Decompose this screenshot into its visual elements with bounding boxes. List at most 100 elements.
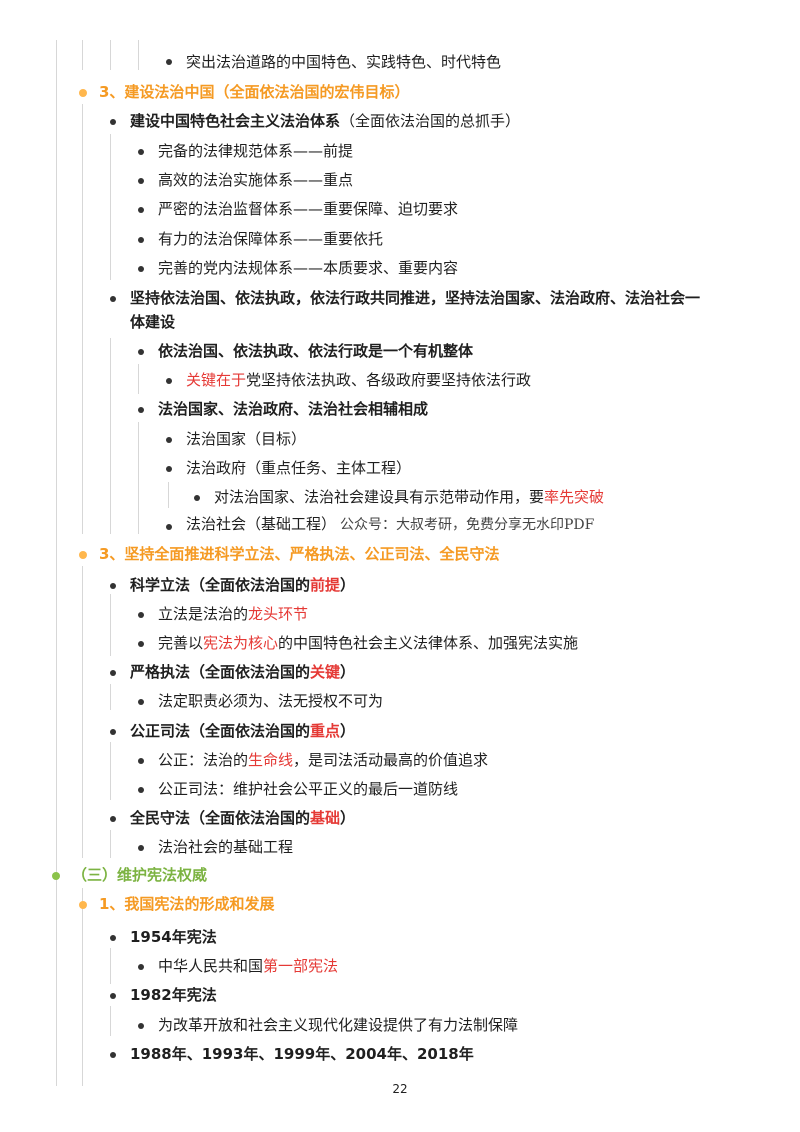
guide-line-l1	[82, 104, 83, 534]
text-segment: 宪法为核心	[203, 634, 279, 652]
outline-item: 有力的法治保障体系——重要依托	[158, 229, 383, 249]
bullet-dot	[138, 237, 144, 243]
outline-item: 高效的法治实施体系——重点	[158, 170, 353, 190]
bullet-dot	[166, 437, 172, 443]
text-segment: 1988年、1993年、1999年、2004年、2018年	[130, 1045, 474, 1063]
outline-item: 中华人民共和国第一部宪法	[158, 956, 338, 976]
guide-line-l2	[110, 948, 111, 984]
outline-item-heading: 3、坚持全面推进科学立法、严格执法、公正司法、全民守法	[99, 544, 499, 564]
outline-item: 建设中国特色社会主义法治体系（全面依法治国的总抓手）	[130, 111, 520, 131]
text-segment: 体建设	[130, 313, 176, 331]
text-segment: 坚持依法治国、依法执政，依法行政共同推进，坚持法治国家、法治政府、法治社会一	[130, 289, 701, 307]
outline-item: 为改革开放和社会主义现代化建设提供了有力法制保障	[158, 1015, 518, 1035]
text-segment: 公正：法治的	[158, 751, 249, 769]
watermark-text: 公众号：大叔考研，免费分享无水印PDF	[340, 517, 595, 533]
outline-item: 严格执法（全面依法治国的关键）	[130, 662, 355, 682]
outline-item: 关键在于党坚持依法执政、各级政府要坚持依法行政	[186, 370, 531, 390]
text-segment: 第一部宪法	[263, 957, 339, 975]
text-segment: 科学立法（全面依法治国的	[130, 576, 311, 594]
guide-line-l2	[110, 1006, 111, 1036]
text-segment: 法治社会（基础工程）	[186, 515, 337, 533]
guide-line-l1	[82, 888, 83, 1086]
guide-line-l3	[138, 422, 139, 534]
outline-item: 严密的法治监督体系——重要保障、迫切要求	[158, 199, 458, 219]
bullet-dot-green	[52, 872, 60, 880]
outline-item: 完备的法律规范体系——前提	[158, 141, 353, 161]
guide-line-l4	[168, 482, 169, 508]
text-segment: 法治政府（重点任务、主体工程）	[186, 459, 412, 477]
text-segment: 为改革开放和社会主义现代化建设提供了有力法制保障	[158, 1016, 519, 1034]
text-segment: 完善以	[158, 634, 204, 652]
text-segment: 率先突破	[544, 488, 605, 506]
bullet-dot	[138, 612, 144, 618]
outline-item: 突出法治道路的中国特色、实践特色、时代特色	[186, 52, 501, 72]
text-segment: 高效的法治实施体系——重点	[158, 171, 354, 189]
text-segment: 1、我国宪法的形成和发展	[99, 895, 275, 913]
outline-item: 法治政府（重点任务、主体工程）	[186, 458, 411, 478]
guide-line-l1	[82, 566, 83, 858]
bullet-dot	[166, 59, 172, 65]
text-segment: 龙头环节	[248, 605, 309, 623]
guide-line-l2	[110, 830, 111, 858]
bullet-dot	[138, 758, 144, 764]
text-segment: 法治社会的基础工程	[158, 838, 294, 856]
bullet-dot	[138, 149, 144, 155]
outline-item: 全民守法（全面依法治国的基础）	[130, 808, 355, 828]
text-segment: 建设中国特色社会主义法治体系	[130, 112, 341, 130]
text-segment: 3、坚持全面推进科学立法、严格执法、公正司法、全民守法	[99, 545, 500, 563]
outline-item: 法治社会的基础工程	[158, 837, 293, 857]
bullet-dot	[166, 524, 172, 530]
text-segment: 3、建设法治中国（全面依法治国的宏伟目标）	[99, 83, 410, 101]
text-segment: 严格执法（全面依法治国的	[130, 663, 311, 681]
bullet-dot	[110, 1052, 116, 1058]
page-number: 22	[392, 1082, 408, 1096]
bullet-dot	[110, 296, 116, 302]
guide-line-l1	[82, 40, 83, 70]
text-segment: 关键在于	[186, 371, 247, 389]
bullet-dot	[138, 641, 144, 647]
outline-item: 完善以宪法为核心的中国特色社会主义法律体系、加强宪法实施	[158, 633, 578, 653]
text-segment: 依法治国、依法执政、依法行政是一个有机整体	[158, 342, 474, 360]
bullet-dot	[138, 1023, 144, 1029]
text-segment: 1982年宪法	[130, 986, 217, 1004]
guide-line-l2	[110, 338, 111, 534]
text-segment: 中华人民共和国	[158, 957, 264, 975]
bullet-dot	[138, 266, 144, 272]
guide-line-l2	[110, 742, 111, 800]
text-segment: 法治国家、法治政府、法治社会相辅相成	[158, 400, 429, 418]
outline-item: 法治社会（基础工程） 公众号：大叔考研，免费分享无水印PDF	[186, 514, 594, 535]
outline-item-continuation: 体建设	[130, 312, 175, 332]
bullet-dot	[110, 816, 116, 822]
text-segment: 全民守法（全面依法治国的	[130, 809, 311, 827]
bullet-dot	[138, 207, 144, 213]
outline-item: 公正司法（全面依法治国的重点）	[130, 721, 355, 741]
text-segment: ）	[340, 722, 356, 740]
text-segment: 基础	[310, 809, 341, 827]
text-segment: 关键	[310, 663, 341, 681]
text-segment: 完备的法律规范体系——前提	[158, 142, 354, 160]
text-segment: 的中国特色社会主义法律体系、加强宪法实施	[278, 634, 579, 652]
outline-item: 法治国家（目标）	[186, 429, 306, 449]
text-segment: 对法治国家、法治社会建设具有示范带动作用，要	[214, 488, 545, 506]
bullet-dot-orange	[79, 901, 87, 909]
outline-item: 完善的党内法规体系——本质要求、重要内容	[158, 258, 458, 278]
guide-line-l0	[56, 40, 57, 1086]
bullet-dot-orange	[79, 551, 87, 559]
bullet-dot	[194, 495, 200, 501]
guide-line-l2	[110, 40, 111, 70]
text-segment: 法治国家（目标）	[186, 430, 307, 448]
outline-item: 对法治国家、法治社会建设具有示范带动作用，要率先突破	[214, 487, 604, 507]
text-segment: 有力的法治保障体系——重要依托	[158, 230, 384, 248]
outline-item-heading: 3、建设法治中国（全面依法治国的宏伟目标）	[99, 82, 409, 102]
bullet-dot	[138, 787, 144, 793]
outline-item: 法定职责必须为、法无授权不可为	[158, 691, 383, 711]
text-segment: ）	[340, 663, 356, 681]
bullet-dot-orange	[79, 89, 87, 97]
guide-line-l3	[138, 364, 139, 394]
outline-item: 公正司法：维护社会公平正义的最后一道防线	[158, 779, 458, 799]
outline-item: 立法是法治的龙头环节	[158, 604, 308, 624]
text-segment: 重点	[310, 722, 341, 740]
text-segment: ，是司法活动最高的价值追求	[293, 751, 489, 769]
text-segment: ）	[340, 576, 356, 594]
guide-line-l2	[110, 134, 111, 280]
